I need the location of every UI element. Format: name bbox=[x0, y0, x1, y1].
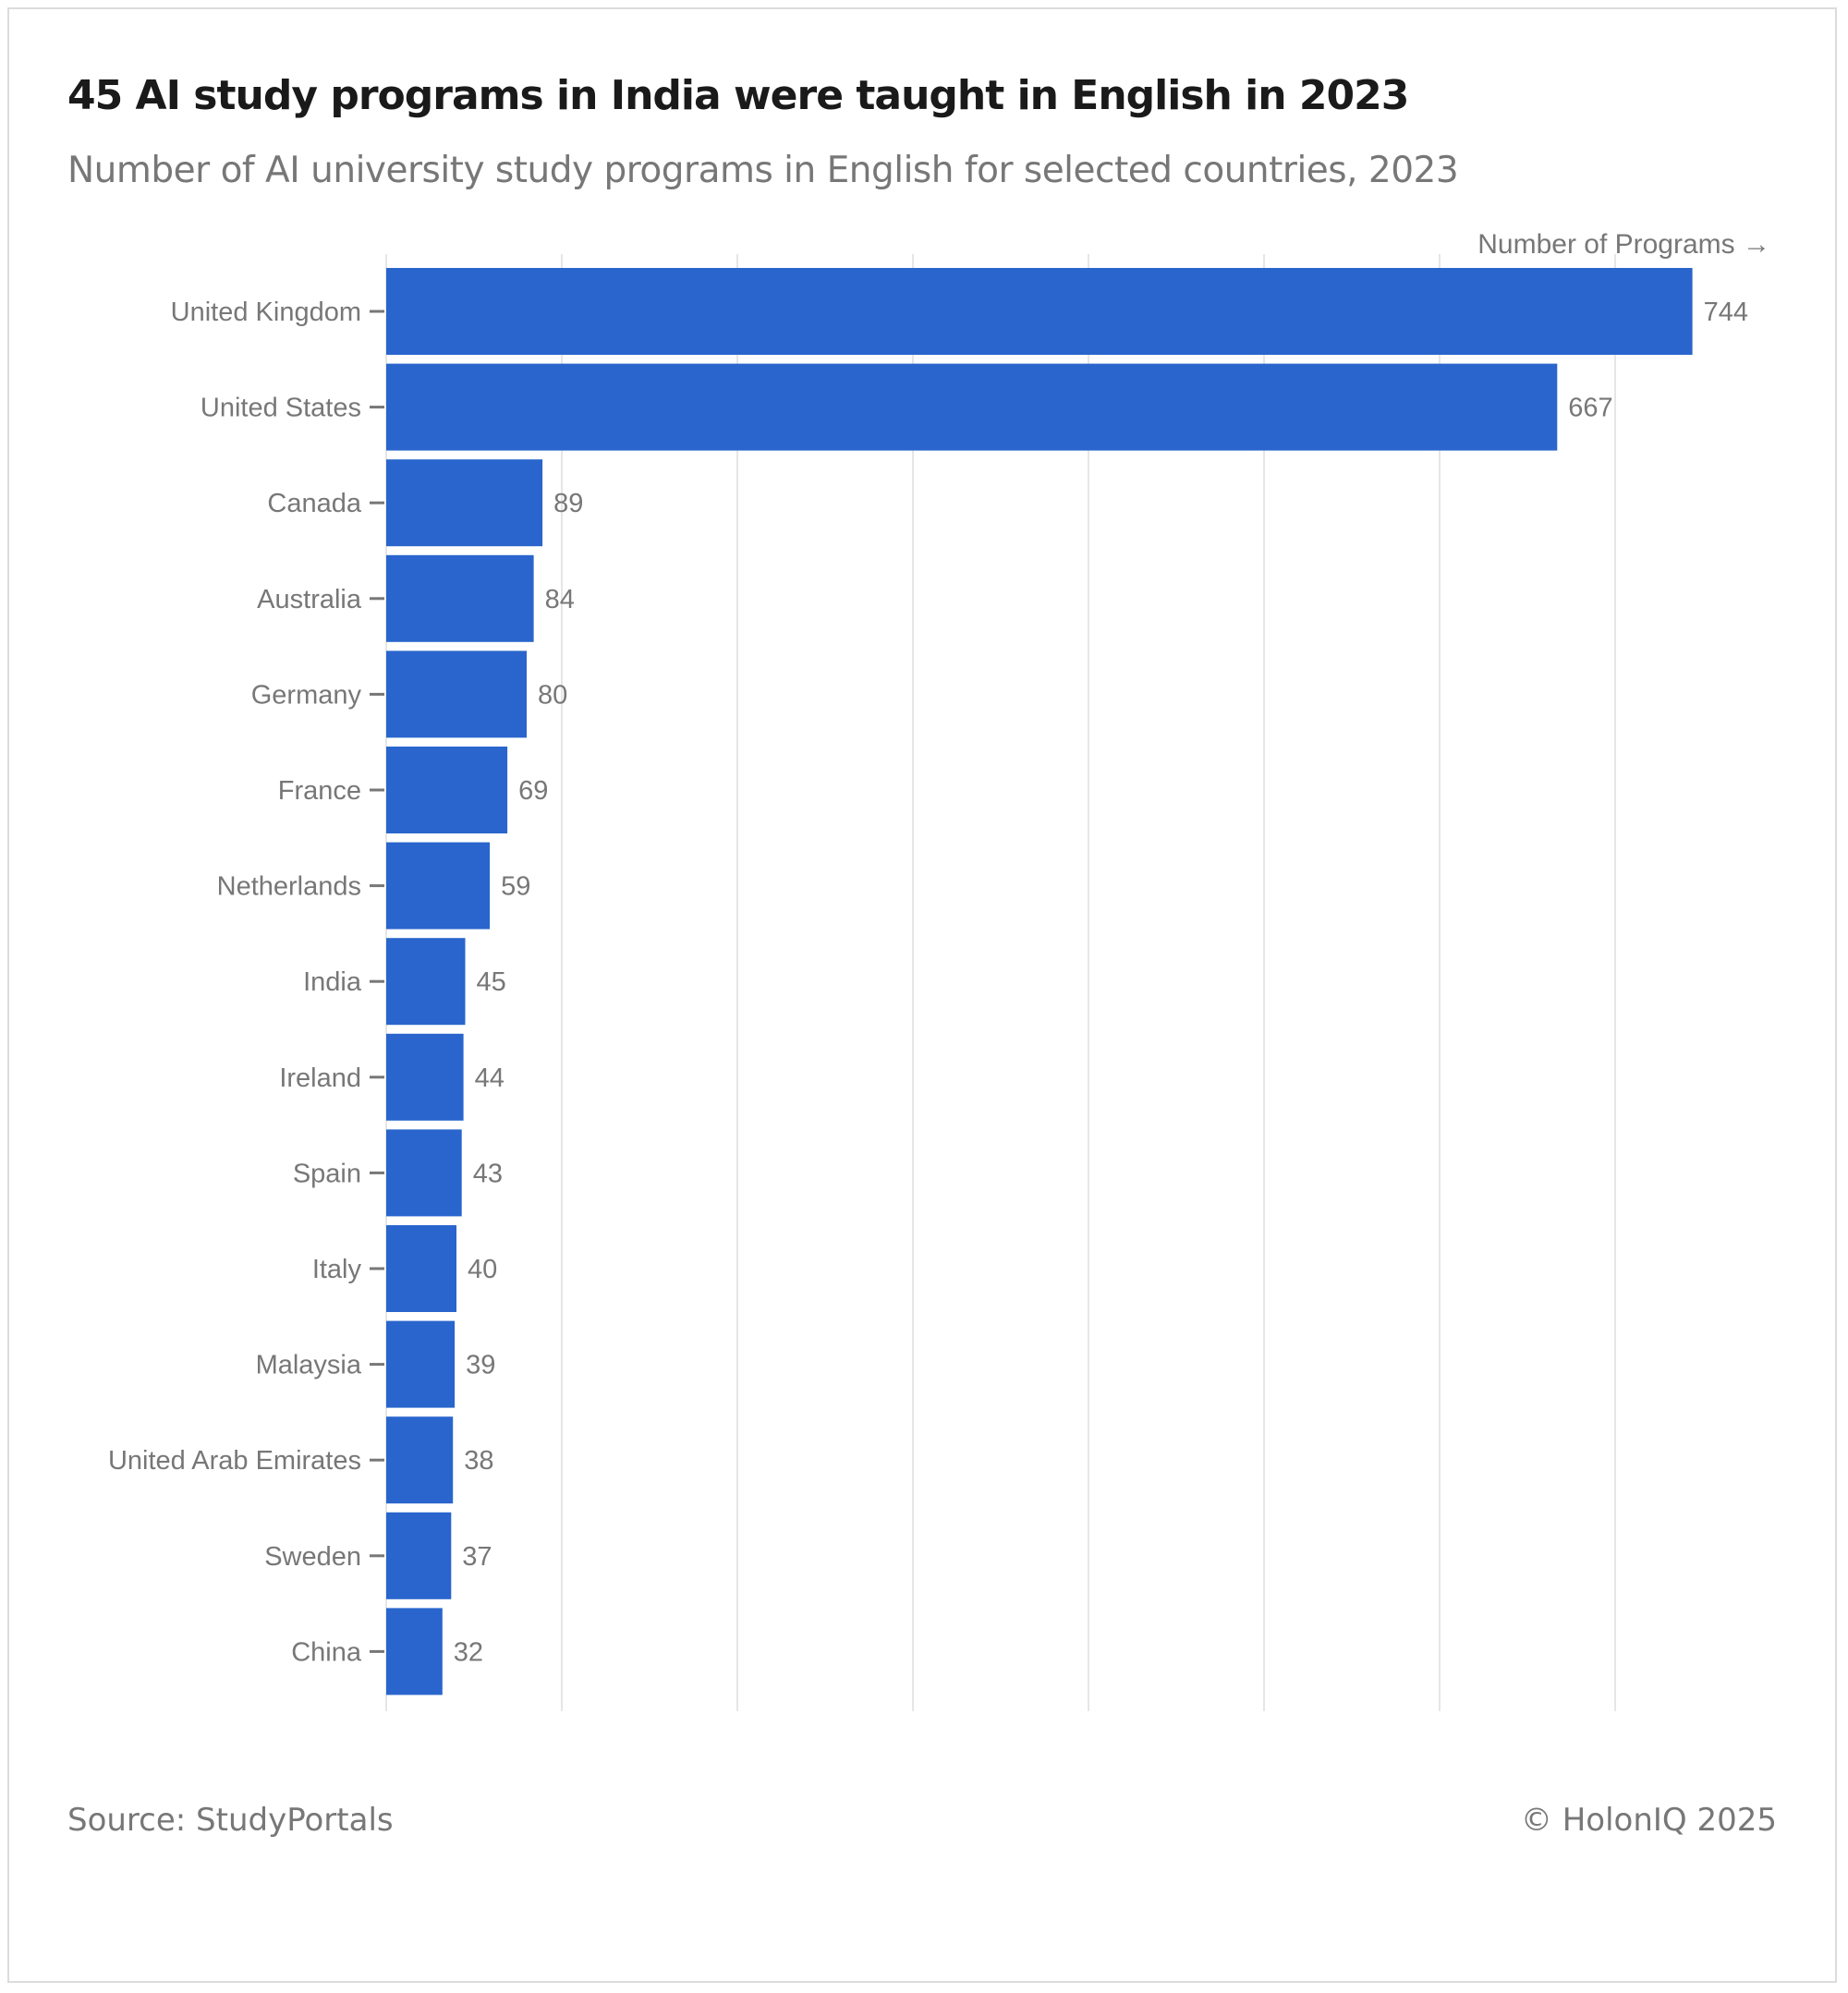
data-label: 32 bbox=[454, 1637, 483, 1667]
y-tick-label: Sweden bbox=[264, 1542, 361, 1572]
bar bbox=[386, 650, 527, 738]
data-label: 80 bbox=[538, 680, 567, 710]
copyright-note: © HolonIQ 2025 bbox=[1520, 1802, 1777, 1839]
data-label: 43 bbox=[473, 1159, 503, 1188]
y-tick-label: India bbox=[303, 967, 362, 997]
data-label: 38 bbox=[464, 1446, 493, 1476]
y-tick-label: France bbox=[278, 776, 361, 806]
bar bbox=[386, 459, 543, 547]
data-label: 39 bbox=[466, 1351, 495, 1380]
y-tick-label: Spain bbox=[293, 1159, 361, 1188]
bar bbox=[386, 1320, 456, 1408]
bar bbox=[386, 1129, 462, 1217]
source-note: Source: StudyPortals bbox=[67, 1802, 394, 1839]
y-tick-label: Italy bbox=[312, 1255, 362, 1284]
bar bbox=[386, 268, 1693, 355]
y-tick-label: United Kingdom bbox=[171, 298, 361, 327]
y-tick-label: China bbox=[291, 1637, 362, 1667]
bar bbox=[386, 747, 508, 833]
bar bbox=[386, 363, 1558, 451]
y-tick-label: United States bbox=[201, 394, 361, 423]
x-axis-title: Number of Programs → bbox=[1477, 229, 1770, 260]
chart-subtitle: Number of AI university study programs i… bbox=[67, 150, 1459, 191]
data-label: 40 bbox=[468, 1255, 497, 1284]
bar bbox=[386, 842, 491, 930]
data-label: 37 bbox=[462, 1542, 492, 1572]
bar bbox=[386, 1225, 456, 1312]
bar bbox=[386, 1608, 443, 1695]
bar bbox=[386, 1033, 464, 1121]
data-label: 44 bbox=[475, 1063, 505, 1093]
data-label: 45 bbox=[477, 967, 506, 997]
bar bbox=[386, 554, 534, 642]
bar bbox=[386, 1416, 454, 1504]
y-tick-label: Australia bbox=[257, 585, 362, 614]
y-tick-label: Malaysia bbox=[256, 1351, 362, 1380]
y-tick-label: Ireland bbox=[279, 1063, 361, 1093]
data-label: 84 bbox=[545, 585, 575, 614]
data-label: 744 bbox=[1704, 298, 1748, 327]
y-tick-label: Germany bbox=[251, 680, 362, 710]
data-label: 89 bbox=[553, 489, 583, 518]
data-label: 69 bbox=[518, 776, 548, 806]
y-tick-label: Netherlands bbox=[217, 872, 361, 902]
bar bbox=[386, 1512, 452, 1599]
data-label: 667 bbox=[1568, 394, 1612, 423]
y-tick-label: United Arab Emirates bbox=[108, 1446, 361, 1476]
data-label: 59 bbox=[501, 872, 530, 902]
chart-title: 45 AI study programs in India were taugh… bbox=[67, 72, 1409, 119]
bar bbox=[386, 938, 466, 1026]
y-tick-label: Canada bbox=[267, 489, 361, 518]
